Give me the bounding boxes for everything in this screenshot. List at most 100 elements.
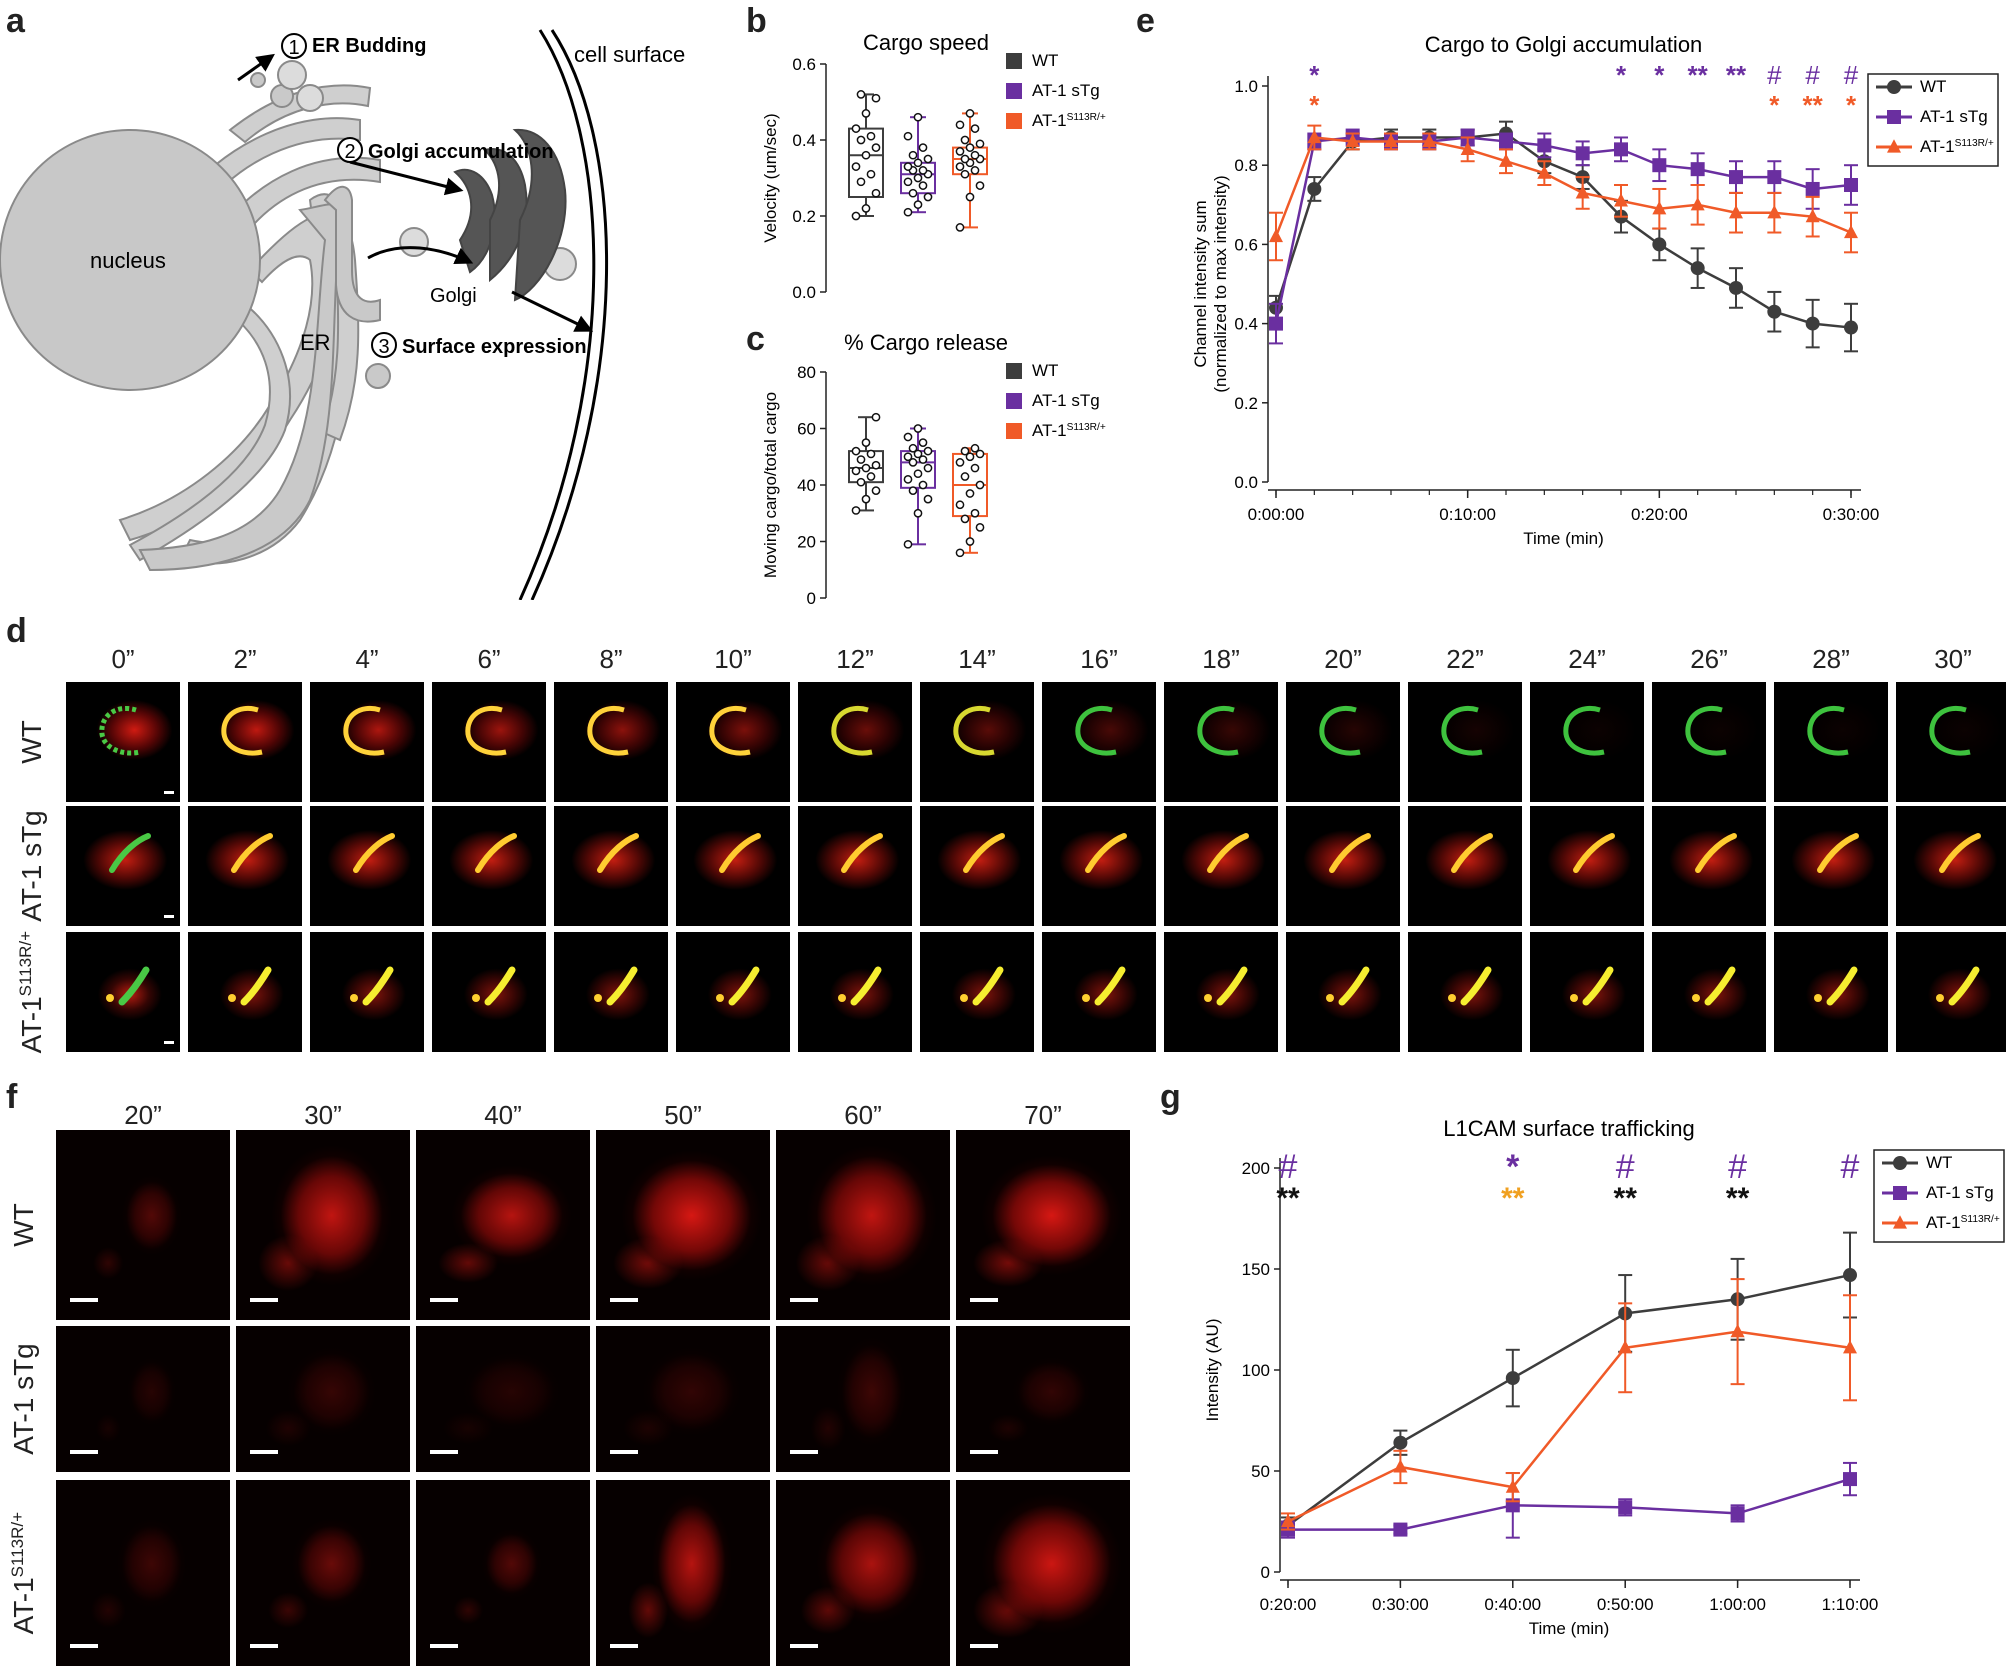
chart-title: Cargo speed	[863, 30, 989, 55]
row-label: AT-1S113R/+	[7, 1511, 40, 1635]
data-point	[1384, 133, 1398, 148]
legend-label: AT-1 sTg	[1032, 81, 1100, 100]
data-point	[1893, 1156, 1907, 1170]
data-point	[960, 446, 970, 456]
data-point	[1393, 1459, 1408, 1473]
box	[848, 127, 884, 199]
series-line	[1288, 1477, 1851, 1531]
data-point	[923, 446, 933, 456]
data-point	[1614, 142, 1628, 157]
data-point	[913, 200, 923, 209]
data-point	[918, 480, 928, 490]
data-point	[851, 466, 861, 476]
microscopy-tile	[554, 682, 668, 802]
step2-number: 2	[344, 141, 355, 163]
legend-label: AT-1 sTg	[1926, 1183, 1994, 1202]
scale-bar	[430, 1644, 458, 1648]
microscopy-tile	[1042, 806, 1156, 926]
microscopy-tile	[956, 1130, 1130, 1320]
data-point	[1614, 193, 1628, 207]
scale-bar	[70, 1450, 98, 1454]
microscopy-tile	[1042, 682, 1156, 802]
timepoint-label: 40”	[484, 1100, 522, 1130]
chart-title: % Cargo release	[844, 330, 1008, 355]
significance-mark: *	[1654, 60, 1665, 90]
x-tick-label: 0:00:00	[1248, 505, 1305, 524]
microscopy-tile	[188, 806, 302, 926]
significance-mark: **	[1726, 60, 1747, 90]
series	[1269, 124, 1858, 262]
data-point	[1887, 139, 1901, 153]
timepoint-label: 28”	[1812, 644, 1850, 674]
data-point	[1422, 133, 1437, 148]
scale-bar	[250, 1450, 278, 1454]
data-point	[903, 432, 913, 442]
data-point	[1805, 181, 1820, 196]
y-tick-label: 150	[1242, 1260, 1270, 1279]
timepoint-label: 30”	[304, 1100, 342, 1130]
timepoint-label: 0”	[111, 644, 135, 674]
data-point	[975, 449, 985, 459]
significance-mark: #	[1805, 60, 1820, 90]
microscopy-tile	[1652, 806, 1766, 926]
scale-bar	[70, 1298, 98, 1302]
data-point	[1393, 1435, 1408, 1450]
scale-bar	[610, 1644, 638, 1648]
data-point	[975, 523, 985, 532]
microscopy-tile	[1896, 806, 2006, 926]
legend-swatch	[1006, 113, 1022, 129]
microscopy-tile	[432, 806, 546, 926]
timepoint-label: 20”	[1324, 644, 1362, 674]
x-tick-label: 0:50:00	[1597, 1595, 1654, 1614]
timepoint-label: 6”	[477, 644, 501, 674]
timepoint-label: 24”	[1568, 644, 1606, 674]
scale-bar	[164, 1041, 174, 1044]
schematic-diagram: 1 2 3 ER Budding Golgi accumulation Surf…	[0, 29, 685, 600]
scale-bar	[970, 1298, 998, 1302]
legend-swatch	[1006, 393, 1022, 409]
box-group	[848, 412, 884, 515]
data-point	[861, 109, 871, 118]
data-point	[1537, 165, 1552, 179]
data-point	[965, 109, 975, 118]
data-point	[965, 192, 975, 202]
data-point	[1499, 134, 1513, 149]
y-tick-label: 0	[807, 589, 816, 608]
x-tick-label: 0:10:00	[1439, 505, 1496, 524]
data-point	[913, 112, 923, 122]
microscopy-tile	[798, 682, 912, 802]
legend: WT AT-1 sTg AT-1S113R/+	[1867, 73, 1999, 167]
step2-label: Golgi accumulation	[368, 141, 554, 163]
data-point	[955, 162, 965, 171]
data-point	[861, 463, 871, 473]
microscopy-tile	[798, 932, 912, 1052]
data-point	[1269, 228, 1283, 243]
legend-swatch	[1006, 53, 1022, 69]
data-point	[970, 124, 980, 133]
microscopy-tile	[1896, 682, 2006, 802]
panel-letter-g: g	[1160, 1078, 1181, 1116]
timepoint-label: 2”	[233, 644, 257, 674]
nucleus-shape	[0, 129, 261, 391]
x-tick-label: 0:40:00	[1484, 1595, 1541, 1614]
microscopy-tile	[676, 932, 790, 1052]
data-point	[1575, 146, 1590, 161]
row-label: WT	[16, 720, 47, 764]
cell-surface-label: cell surface	[574, 42, 685, 67]
legend: WT AT-1 sTg AT-1S113R/+	[1873, 1149, 2005, 1243]
box-group	[900, 112, 936, 217]
data-point	[903, 539, 913, 549]
y-axis-label: Velocity (um/sec)	[761, 113, 780, 242]
timepoint-label: 60”	[844, 1100, 882, 1130]
data-point	[1618, 1340, 1633, 1354]
data-point	[1844, 320, 1858, 335]
significance-mark: **	[1803, 90, 1824, 120]
data-point	[955, 548, 965, 558]
data-point	[856, 177, 866, 187]
significance-mark: #	[1841, 1148, 1860, 1186]
microscopy-tile	[236, 1326, 410, 1472]
x-axis-label: Time (min)	[1529, 1619, 1610, 1638]
microscopy-tile	[676, 682, 790, 802]
scale-bar	[610, 1298, 638, 1302]
data-point	[1805, 208, 1820, 223]
